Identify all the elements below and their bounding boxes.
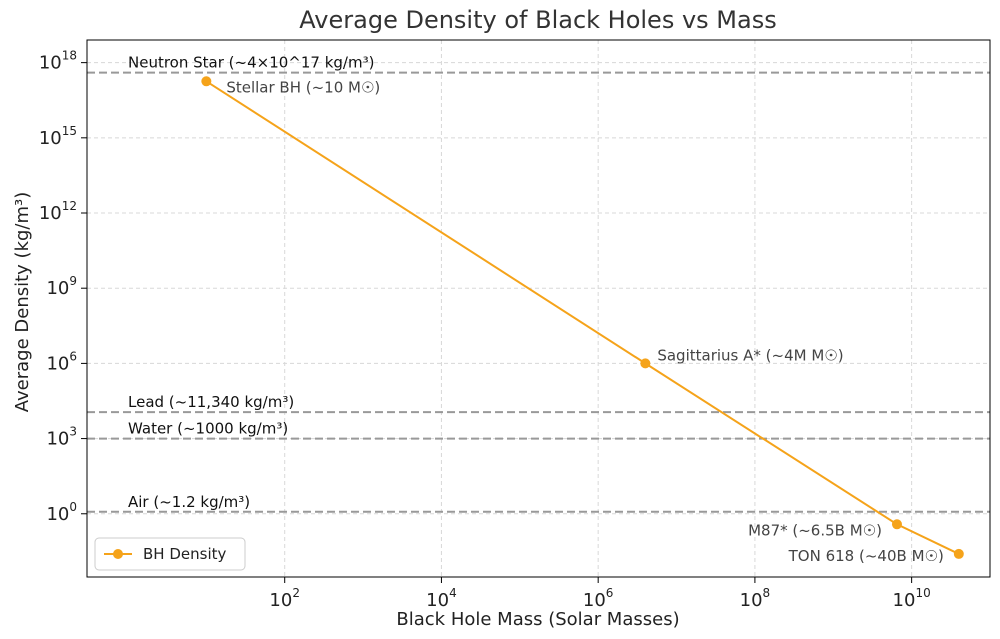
x-tick-label: 1010 <box>893 586 931 611</box>
y-tick-label: 1015 <box>39 124 77 149</box>
data-point <box>953 548 964 559</box>
data-label: Sagittarius A* (~4M M☉) <box>657 346 843 364</box>
y-axis-label: Average Density (kg/m³) <box>12 192 33 413</box>
series-line <box>205 80 960 555</box>
y-tick-label: 100 <box>46 500 77 525</box>
data-point <box>201 76 212 87</box>
data-point <box>640 358 651 369</box>
legend: BH Density <box>94 537 246 571</box>
y-tick-label: 109 <box>46 274 77 299</box>
reference-line-label: Water (~1000 kg/m³) <box>128 420 288 438</box>
reference-line-label: Air (~1.2 kg/m³) <box>128 493 250 511</box>
data-label: TON 618 (~40B M☉) <box>788 547 944 565</box>
x-tick-label: 104 <box>426 586 457 611</box>
data-label: Stellar BH (~10 M☉) <box>226 78 380 96</box>
legend-entry-label: BH Density <box>143 545 226 563</box>
series-layer <box>201 76 964 559</box>
x-tick-label: 106 <box>583 586 614 611</box>
y-tick-label: 103 <box>46 425 77 450</box>
axis-ticks: 102 104 106 108 1010 100 103 106 109 1012 1015 1018 <box>39 49 931 611</box>
reference-line-label: Lead (~11,340 kg/m³) <box>128 393 294 411</box>
plot-frame <box>86 39 991 578</box>
data-point <box>891 519 902 530</box>
x-axis-label: Black Hole Mass (Solar Masses) <box>396 609 679 630</box>
y-tick-label: 1012 <box>39 199 77 224</box>
x-tick-label: 102 <box>269 586 300 611</box>
data-label: M87* (~6.5B M☉) <box>748 521 882 539</box>
reference-lines: Neutron Star (~4×10^17 kg/m³) Lead (~11,3… <box>87 54 990 513</box>
y-tick-label: 106 <box>46 349 77 374</box>
reference-line-label: Neutron Star (~4×10^17 kg/m³) <box>128 54 374 72</box>
legend-marker <box>113 549 123 559</box>
point-labels: Stellar BH (~10 M☉) Sagittarius A* (~4M M… <box>226 78 943 565</box>
x-tick-label: 108 <box>740 586 771 611</box>
chart-title: Average Density of Black Holes vs Mass <box>299 6 776 34</box>
legend-box <box>94 537 246 571</box>
y-tick-label: 1018 <box>39 49 77 74</box>
